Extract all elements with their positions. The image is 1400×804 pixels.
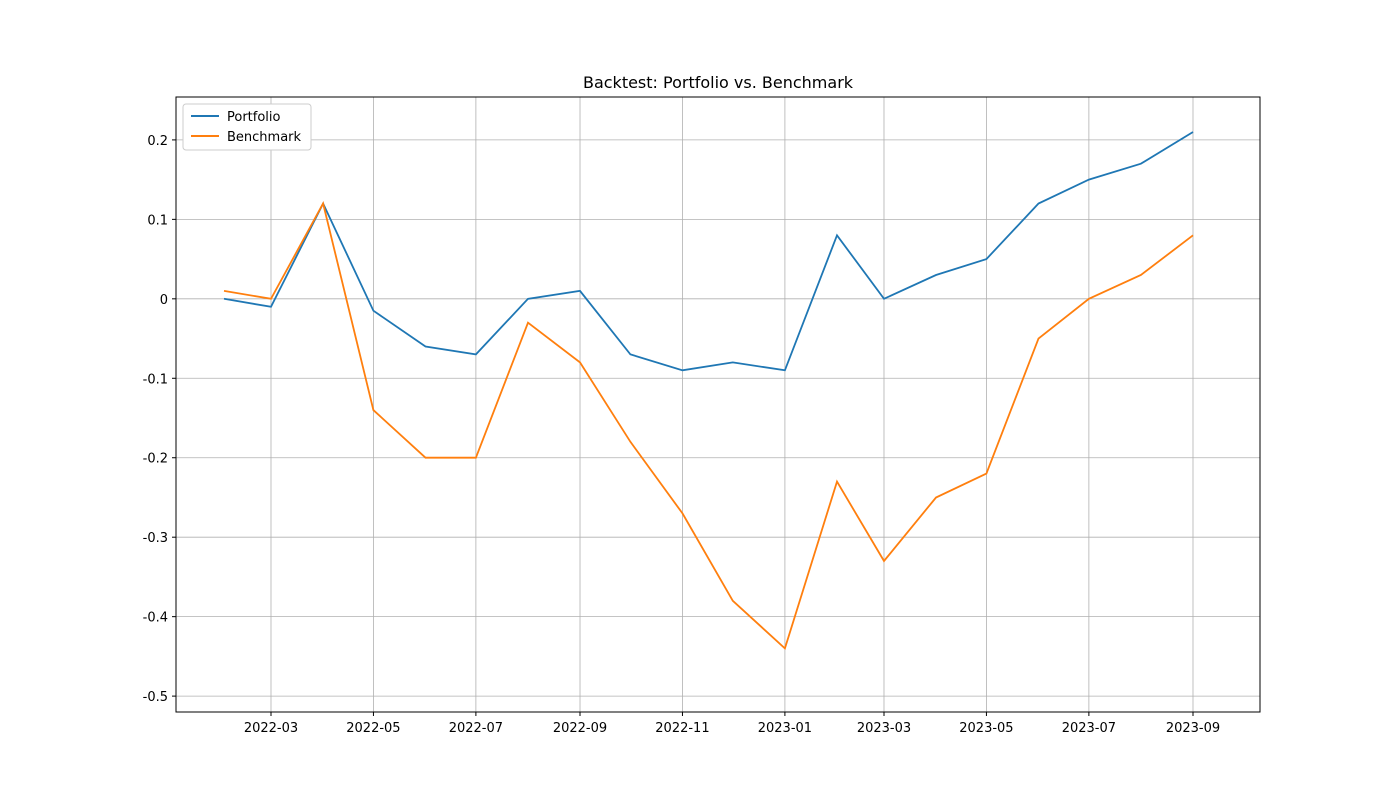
x-tick-label: 2023-03	[857, 721, 911, 736]
series-line	[223, 201, 1194, 651]
x-tick-label: 2022-11	[655, 721, 709, 736]
y-tick-label: 0.2	[147, 134, 168, 149]
legend-label: Portfolio	[227, 110, 281, 125]
y-tick-label: 0.1	[147, 213, 168, 228]
y-tick-label: -0.2	[143, 452, 168, 467]
chart-title: Backtest: Portfolio vs. Benchmark	[583, 73, 854, 92]
x-tick-label: 2023-09	[1166, 721, 1220, 736]
x-tick-label: 2022-07	[449, 721, 503, 736]
x-tick-label: 2023-05	[959, 721, 1013, 736]
y-tick-label: -0.3	[143, 531, 168, 546]
x-tick-label: 2022-05	[346, 721, 400, 736]
x-tick-label: 2023-01	[758, 721, 812, 736]
x-tick-label: 2022-09	[553, 721, 607, 736]
legend-label: Benchmark	[227, 130, 302, 145]
x-tick-label: 2022-03	[244, 721, 298, 736]
y-tick-label: -0.1	[143, 372, 168, 387]
y-tick-label: 0	[160, 293, 168, 308]
series-line	[223, 131, 1194, 372]
x-tick-label: 2023-07	[1062, 721, 1116, 736]
plot-frame	[175, 96, 1261, 713]
y-tick-label: -0.5	[143, 690, 168, 705]
y-tick-label: -0.4	[143, 611, 168, 626]
